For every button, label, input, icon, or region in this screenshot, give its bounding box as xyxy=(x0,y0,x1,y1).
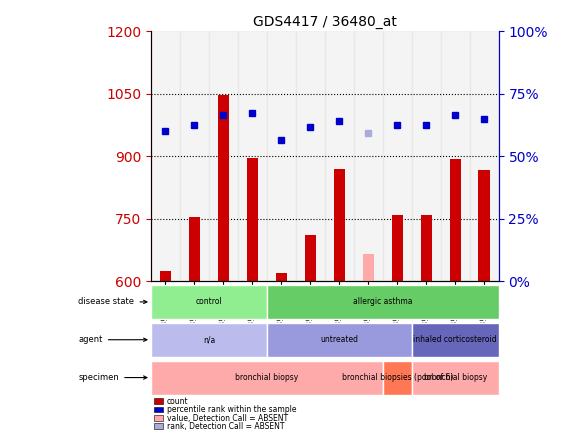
Bar xyxy=(218,95,229,281)
Bar xyxy=(333,169,345,281)
FancyBboxPatch shape xyxy=(412,361,499,395)
Bar xyxy=(479,170,490,281)
Bar xyxy=(391,214,403,281)
Bar xyxy=(305,235,316,281)
Text: specimen: specimen xyxy=(78,373,147,382)
Bar xyxy=(189,217,200,281)
Text: control: control xyxy=(195,297,222,306)
Text: bronchial biopsy: bronchial biopsy xyxy=(235,373,298,382)
FancyBboxPatch shape xyxy=(267,323,412,357)
Bar xyxy=(275,273,287,281)
Text: disease state: disease state xyxy=(78,297,147,306)
Bar xyxy=(238,32,267,281)
Bar xyxy=(267,32,296,281)
Bar xyxy=(412,32,441,281)
Text: value, Detection Call = ABSENT: value, Detection Call = ABSENT xyxy=(167,413,288,423)
Bar xyxy=(154,407,163,412)
Bar xyxy=(441,32,470,281)
Text: rank, Detection Call = ABSENT: rank, Detection Call = ABSENT xyxy=(167,422,284,431)
Bar xyxy=(325,32,354,281)
FancyBboxPatch shape xyxy=(151,285,267,319)
FancyBboxPatch shape xyxy=(267,285,499,319)
Text: agent: agent xyxy=(78,335,147,344)
Text: count: count xyxy=(167,397,189,406)
Bar xyxy=(247,159,258,281)
FancyBboxPatch shape xyxy=(412,323,499,357)
Bar xyxy=(363,254,374,281)
Text: inhaled corticosteroid: inhaled corticosteroid xyxy=(413,335,497,344)
Bar xyxy=(354,32,383,281)
Text: percentile rank within the sample: percentile rank within the sample xyxy=(167,405,296,414)
Bar xyxy=(449,159,461,281)
Bar xyxy=(180,32,209,281)
Title: GDS4417 / 36480_at: GDS4417 / 36480_at xyxy=(253,15,397,29)
Text: bronchial biopsies (pool of 6): bronchial biopsies (pool of 6) xyxy=(342,373,453,382)
Text: untreated: untreated xyxy=(320,335,359,344)
Text: bronchial biopsy: bronchial biopsy xyxy=(424,373,487,382)
FancyBboxPatch shape xyxy=(383,361,412,395)
Bar xyxy=(160,271,171,281)
FancyBboxPatch shape xyxy=(151,361,383,395)
Bar xyxy=(154,423,163,429)
Bar xyxy=(383,32,412,281)
Bar xyxy=(470,32,499,281)
Bar xyxy=(151,32,180,281)
Bar xyxy=(421,214,432,281)
Bar xyxy=(209,32,238,281)
Bar xyxy=(296,32,325,281)
Text: allergic asthma: allergic asthma xyxy=(353,297,413,306)
Bar xyxy=(154,415,163,420)
FancyBboxPatch shape xyxy=(151,323,267,357)
Bar xyxy=(154,398,163,404)
Text: n/a: n/a xyxy=(203,335,215,344)
